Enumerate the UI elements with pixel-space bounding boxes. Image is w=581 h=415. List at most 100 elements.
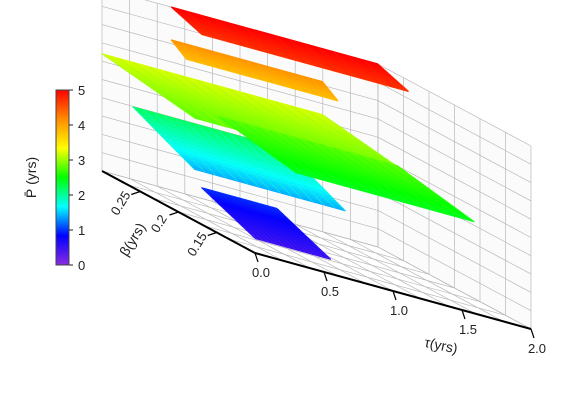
grid-line-z: [101, 152, 532, 312]
surface-line: [259, 31, 291, 60]
surface-line: [251, 139, 314, 203]
surface-line: [244, 27, 276, 55]
surface-line: [246, 60, 263, 81]
grid-line-z: [101, 170, 532, 330]
surface-line: [154, 112, 216, 176]
surface-line: [289, 39, 321, 68]
surface-line: [277, 208, 332, 260]
surface-line: [233, 196, 288, 248]
x-axis-label: τ(yrs): [423, 334, 459, 357]
colorbar-tick-label: 4: [78, 118, 85, 133]
surface-line: [307, 140, 385, 198]
surface-line: [300, 75, 317, 96]
surface-line: [279, 69, 296, 90]
surface-line: [215, 18, 247, 47]
surface-line: [348, 55, 380, 84]
colorbar-ticks: 0 1 2 3 4 5: [69, 83, 85, 273]
surface-line: [230, 119, 308, 177]
x-tick-mark: [461, 309, 466, 320]
surface-line: [170, 39, 187, 60]
surface-line: [240, 136, 303, 200]
surface-line: [200, 14, 232, 43]
surface-line: [311, 78, 328, 99]
surface-line: [359, 154, 437, 212]
surface-line: [203, 48, 220, 69]
x-tick-mark: [323, 271, 328, 282]
x-tick-mark: [254, 252, 259, 263]
surface-line: [224, 54, 241, 75]
y-tick-mark: [169, 211, 179, 216]
surface-line: [164, 115, 227, 179]
surface-line: [206, 188, 261, 241]
surface-line: [181, 42, 198, 63]
surface-line: [244, 199, 299, 251]
colorbar-tick-label: 2: [78, 188, 85, 203]
y-tick-mark: [131, 190, 141, 196]
colorbar-tick-label: 3: [78, 153, 85, 168]
colorbar-tick-label: 0: [78, 258, 85, 273]
surface-line: [235, 57, 252, 78]
colorbar: 0 1 2 3 4 5 P̄ (yrs): [23, 83, 85, 273]
surface-line: [218, 115, 398, 167]
surface-line: [222, 193, 277, 245]
surface-line: [249, 200, 305, 253]
surface-line: [322, 81, 339, 102]
y-tick-label: 0.2: [148, 212, 170, 235]
surface-line: [362, 59, 395, 88]
x-tick-label: 1.0: [390, 303, 408, 318]
surface-line: [295, 137, 373, 194]
x-tick-mark: [530, 328, 535, 339]
surface-line: [303, 43, 335, 72]
surface-line: [282, 133, 360, 191]
surface-line: [371, 158, 449, 215]
surface-line: [208, 127, 270, 191]
surface-line: [320, 144, 398, 201]
x-tick-label: 0.0: [252, 265, 270, 280]
surface-line: [133, 62, 226, 127]
surface-line: [201, 187, 256, 239]
surface-line: [260, 203, 315, 256]
x-tick-label: 0.5: [321, 284, 339, 299]
x-tick-label: 2.0: [528, 341, 546, 356]
surface-line: [377, 63, 409, 92]
surface-sheet-red-top: [170, 6, 409, 93]
colorbar-gradient: [56, 90, 69, 265]
colorbar-tick-label: 5: [78, 83, 85, 98]
surface-line: [269, 130, 347, 187]
surface-line: [274, 35, 306, 64]
surface-line: [212, 190, 267, 242]
surface-line: [384, 162, 462, 219]
surface-sheets: [101, 6, 475, 260]
colorbar-label: P̄ (yrs): [23, 157, 39, 198]
surface-line: [289, 72, 306, 93]
surface-line: [268, 66, 285, 87]
surface-line: [346, 151, 424, 208]
surface-line: [192, 45, 209, 66]
surface-line: [271, 206, 326, 259]
surface-line: [218, 116, 296, 173]
surface-sheet-green-lower: [218, 115, 475, 223]
surface-line: [256, 126, 334, 184]
surface-line: [318, 47, 350, 76]
surface-line: [175, 118, 238, 182]
surface-line: [229, 133, 292, 197]
y-tick-label: 0.25: [107, 188, 133, 217]
surface-line: [186, 121, 249, 185]
surface-line: [219, 130, 281, 194]
surface-sheet-low-blue: [201, 187, 332, 260]
surface-line: [197, 124, 260, 188]
colorbar-tick-label: 1: [78, 223, 85, 238]
grid-line-z: [101, 42, 532, 202]
surface-line: [257, 63, 274, 84]
surface-line: [143, 109, 205, 173]
surface-line: [255, 202, 310, 254]
surface-line: [201, 187, 278, 210]
surface-line: [254, 237, 332, 260]
y-axis-label: β(yrs): [116, 220, 149, 259]
surface-line: [214, 51, 231, 72]
y-tick-mark: [207, 231, 217, 237]
y-tick-label: 0.15: [184, 229, 210, 258]
surface-line: [185, 10, 217, 39]
surface-line: [333, 51, 365, 80]
